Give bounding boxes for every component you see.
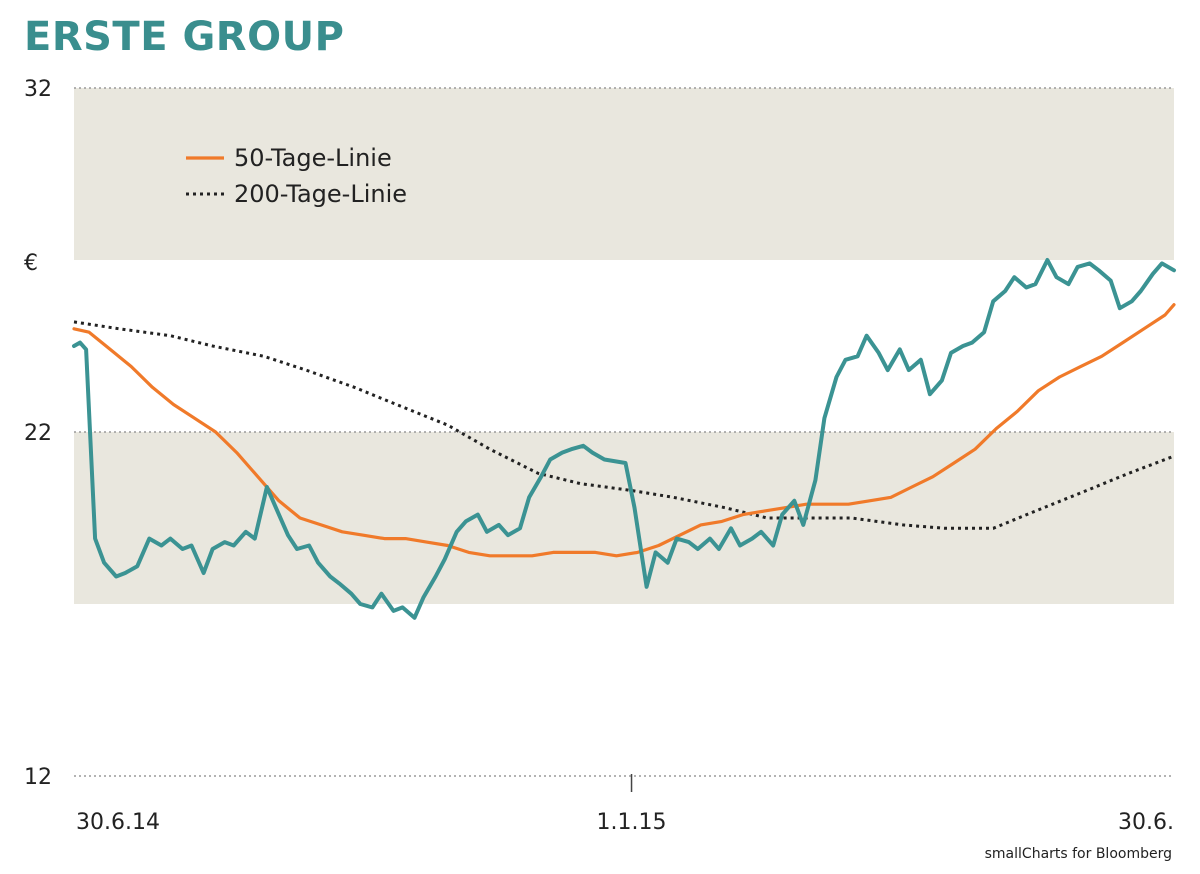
series-line-ma200 — [73, 320, 1175, 530]
y-axis-unit-label: € — [24, 251, 38, 276]
series-line-price — [72, 258, 1176, 620]
y-tick-label-22: 22 — [24, 421, 52, 446]
legend: 50-Tage-Linie 200-Tage-Linie — [186, 144, 407, 208]
x-tick-label-2: 1.1.15 — [597, 810, 667, 835]
x-tick-label-3: 30.6. — [1118, 810, 1174, 835]
source-credit: smallCharts for Bloomberg — [985, 846, 1172, 862]
legend-label-ma200: 200-Tage-Linie — [234, 180, 407, 208]
series-line-ma50 — [72, 303, 1176, 558]
shaded-band-2 — [74, 432, 1174, 604]
shaded-band-1 — [74, 88, 1174, 260]
x-tick-label-1: 30.6.14 — [76, 810, 160, 835]
chart-title: ERSTE GROUP — [24, 14, 345, 60]
y-tick-label-12: 12 — [24, 765, 52, 790]
legend-label-ma50: 50-Tage-Linie — [234, 144, 392, 172]
y-tick-label-32: 32 — [24, 77, 52, 102]
